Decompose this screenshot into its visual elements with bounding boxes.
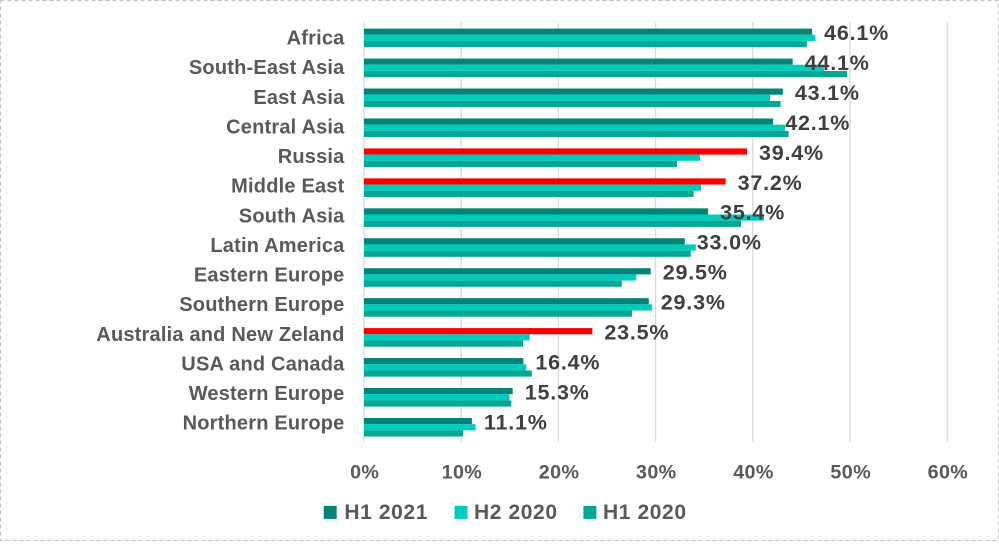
svg-text:42.1%: 42.1% [785,111,850,135]
svg-text:29.3%: 29.3% [661,291,726,315]
svg-text:43.1%: 43.1% [795,81,860,105]
svg-text:29.5%: 29.5% [663,261,728,285]
svg-text:Australia and New Zeland: Australia and New Zeland [96,324,344,346]
svg-text:Northern Europe: Northern Europe [183,413,345,435]
svg-text:15.3%: 15.3% [525,380,590,404]
svg-text:Western Europe: Western Europe [189,383,345,405]
svg-text:0%: 0% [350,462,379,484]
svg-text:H1 2021: H1 2021 [344,501,428,524]
svg-text:50%: 50% [830,462,871,484]
svg-text:USA and Canada: USA and Canada [181,353,345,375]
svg-text:South Asia: South Asia [239,205,345,227]
svg-text:Russia: Russia [278,146,345,168]
svg-text:Southern Europe: Southern Europe [179,294,344,316]
svg-text:H1 2020: H1 2020 [603,501,687,524]
svg-text:Eastern Europe: Eastern Europe [194,265,345,287]
svg-text:11.1%: 11.1% [484,410,548,434]
svg-text:Latin America: Latin America [210,235,345,257]
svg-text:23.5%: 23.5% [604,321,669,345]
svg-text:Middle East: Middle East [231,176,344,198]
svg-text:30%: 30% [636,462,677,484]
svg-text:33.0%: 33.0% [697,231,762,255]
svg-text:40%: 40% [733,462,774,484]
svg-text:44.1%: 44.1% [805,51,870,75]
svg-text:46.1%: 46.1% [824,21,889,45]
svg-text:37.2%: 37.2% [738,171,803,195]
svg-text:20%: 20% [539,462,580,484]
svg-text:35.4%: 35.4% [720,201,785,225]
svg-text:60%: 60% [928,462,969,484]
svg-text:39.4%: 39.4% [759,141,824,165]
svg-text:H2 2020: H2 2020 [474,501,558,524]
svg-text:10%: 10% [442,462,483,484]
svg-text:16.4%: 16.4% [535,350,600,374]
svg-text:East Asia: East Asia [253,87,345,109]
svg-text:Africa: Africa [287,28,346,50]
svg-text:Central Asia: Central Asia [226,116,345,138]
svg-text:South-East Asia: South-East Asia [189,57,345,79]
